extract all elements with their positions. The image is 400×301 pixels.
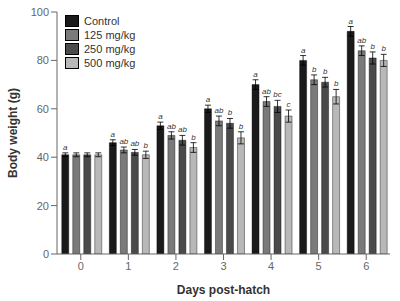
- svg-text:b: b: [239, 122, 244, 131]
- svg-text:b: b: [144, 141, 149, 150]
- svg-text:ab: ab: [357, 36, 366, 45]
- svg-text:80: 80: [37, 54, 49, 66]
- svg-text:b: b: [312, 65, 317, 74]
- svg-text:b: b: [323, 67, 328, 76]
- svg-text:0: 0: [78, 260, 84, 272]
- html-text:500 mg/kg: 500 mg/kg: [84, 57, 136, 69]
- svg-text:60: 60: [37, 103, 49, 115]
- svg-text:a: a: [206, 95, 211, 104]
- svg-text:a: a: [63, 143, 68, 152]
- svg-text:ab: ab: [119, 137, 128, 146]
- svg-text:3: 3: [220, 260, 226, 272]
- svg-text:c: c: [287, 100, 291, 109]
- svg-text:b: b: [334, 79, 339, 88]
- svg-text:ab: ab: [130, 139, 139, 148]
- svg-text:b: b: [191, 133, 196, 142]
- svg-text:a: a: [301, 46, 306, 55]
- svg-text:20: 20: [37, 200, 49, 212]
- svg-text:2: 2: [173, 260, 179, 272]
- svg-text:a: a: [348, 17, 353, 26]
- svg-text:a: a: [253, 70, 258, 79]
- svg-text:40: 40: [37, 151, 49, 163]
- svg-text:b: b: [381, 44, 386, 53]
- html-text:250 mg/kg: 250 mg/kg: [84, 43, 136, 55]
- svg-text:ab: ab: [262, 87, 271, 96]
- svg-text:ab: ab: [167, 122, 176, 131]
- svg-text:ab: ab: [215, 106, 224, 115]
- svg-text:100: 100: [31, 6, 49, 18]
- svg-text:0: 0: [43, 248, 49, 260]
- svg-text:bc: bc: [273, 90, 281, 99]
- svg-text:5: 5: [316, 260, 322, 272]
- html-text:Control: Control: [84, 15, 120, 27]
- svg-text:a: a: [111, 130, 116, 139]
- svg-text:b: b: [370, 42, 375, 51]
- svg-text:a: a: [158, 112, 163, 121]
- svg-text:b: b: [228, 108, 233, 117]
- svg-text:6: 6: [363, 260, 369, 272]
- svg-text:Days post-hatch: Days post-hatch: [177, 283, 270, 297]
- svg-text:Body weight (g): Body weight (g): [8, 88, 20, 178]
- html-text:125 mg/kg: 125 mg/kg: [84, 29, 136, 41]
- svg-text:1: 1: [125, 260, 131, 272]
- svg-text:4: 4: [268, 260, 274, 272]
- svg-text:ab: ab: [178, 125, 187, 134]
